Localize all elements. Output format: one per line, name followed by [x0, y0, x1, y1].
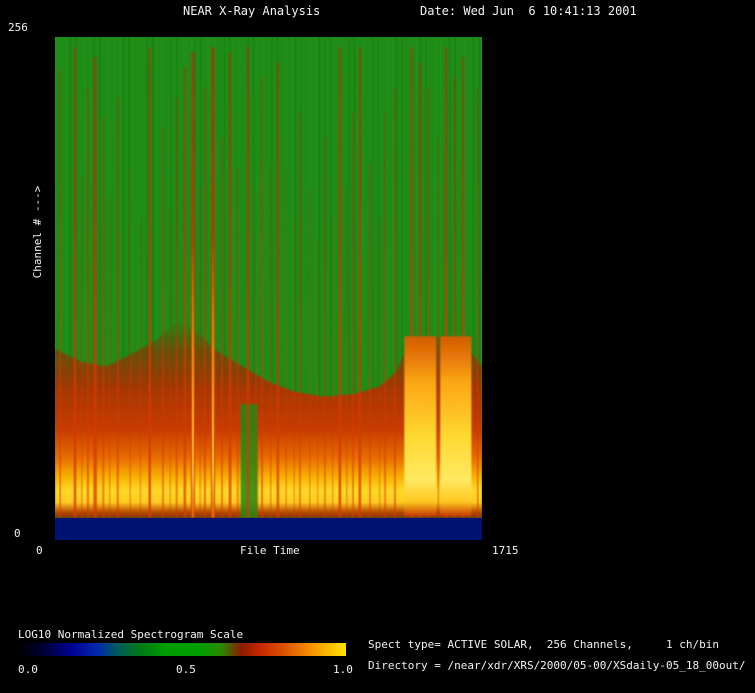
colorbar-tick-mid: 0.5	[176, 663, 196, 676]
y-axis-min-label: 0	[14, 527, 21, 540]
date-label: Date: Wed Jun 6 10:41:13 2001	[420, 4, 637, 18]
x-axis-title: File Time	[240, 544, 300, 557]
colorbar-gradient	[18, 643, 346, 656]
colorbar-tick-min: 0.0	[18, 663, 38, 676]
colorbar-tick-max: 1.0	[333, 663, 353, 676]
y-axis-max-label: 256	[8, 21, 28, 34]
x-axis-min-label: 0	[36, 544, 43, 557]
page-title: NEAR X-Ray Analysis	[183, 4, 321, 18]
x-axis-max-label: 1715	[492, 544, 519, 557]
spect-type-text: Spect type= ACTIVE SOLAR, 256 Channels, …	[368, 638, 719, 651]
spectrogram-image	[55, 37, 482, 540]
directory-text: Directory = /near/xdr/XRS/2000/05-00/XSd…	[368, 659, 746, 672]
y-axis-title: Channel # --->	[30, 185, 44, 279]
colorbar-title: LOG10 Normalized Spectrogram Scale	[18, 628, 244, 641]
